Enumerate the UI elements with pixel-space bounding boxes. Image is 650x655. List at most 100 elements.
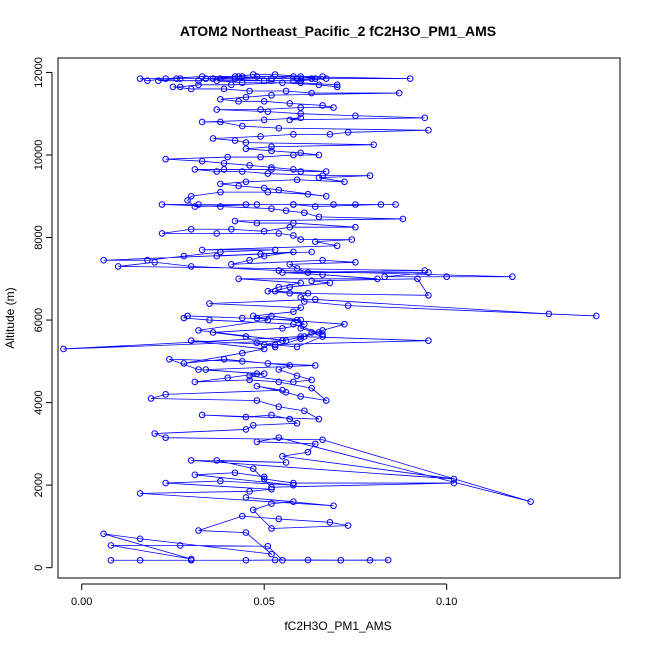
data-point [297, 279, 304, 287]
data-point [198, 411, 206, 419]
y-tick-label: 8000 [33, 225, 45, 249]
data-point [290, 77, 297, 84]
data-point [275, 267, 283, 274]
data-point [268, 143, 275, 151]
data-point [308, 376, 315, 384]
data-point [231, 75, 239, 82]
data-point [315, 415, 323, 423]
data-point [195, 201, 202, 208]
data-point [425, 269, 432, 276]
data-point [249, 506, 257, 514]
data-point [319, 331, 326, 338]
data-point [268, 166, 275, 173]
data-point [293, 343, 301, 351]
data-point [162, 479, 169, 487]
data-point [406, 75, 414, 82]
data-point [268, 91, 275, 99]
data-point [257, 153, 264, 161]
data-point [100, 530, 107, 538]
data-point [290, 308, 297, 316]
data-point [279, 386, 286, 394]
x-tick-label: 0.00 [71, 596, 92, 608]
data-point [275, 434, 283, 441]
data-point [268, 164, 275, 171]
data-point [228, 261, 235, 268]
y-tick-label: 12000 [33, 57, 45, 88]
data-point [290, 481, 297, 489]
data-point [246, 488, 253, 495]
data-point [187, 263, 195, 270]
data-point [293, 419, 301, 427]
data-point [264, 108, 272, 115]
data-point [176, 75, 184, 82]
data-point [231, 137, 239, 144]
data-point [297, 75, 304, 82]
data-point [198, 73, 206, 80]
data-point [217, 248, 224, 256]
data-point [198, 118, 206, 126]
data-point [187, 225, 195, 233]
data-point [293, 265, 301, 272]
data-point [304, 448, 312, 456]
data-point [319, 73, 326, 80]
data-point [271, 343, 279, 351]
data-point [260, 98, 268, 105]
data-point [374, 275, 381, 283]
data-point [297, 333, 304, 340]
data-point [293, 316, 301, 324]
data-point [238, 349, 246, 357]
x-tick-label: 0.10 [436, 596, 457, 608]
data-point [195, 77, 202, 84]
data-point [319, 327, 326, 334]
data-point [286, 116, 294, 124]
data-point [242, 93, 250, 101]
data-point [290, 166, 297, 173]
data-point [366, 556, 374, 564]
data-point [319, 172, 326, 179]
data-point [297, 393, 304, 400]
data-point [308, 75, 315, 82]
data-point [275, 124, 283, 132]
data-point [308, 248, 315, 256]
data-point [279, 556, 286, 564]
data-point [279, 452, 286, 460]
data-point [195, 366, 202, 373]
data-point [311, 362, 319, 369]
data-point [260, 252, 268, 260]
data-point [344, 522, 352, 529]
data-point [260, 370, 268, 378]
data-point [268, 483, 275, 491]
data-point [246, 372, 253, 380]
data-point [176, 542, 184, 549]
data-point [268, 525, 275, 532]
data-point [425, 126, 432, 134]
data-point [297, 77, 304, 84]
data-point [213, 77, 221, 84]
data-point [304, 556, 312, 564]
data-point [301, 298, 308, 305]
data-point [344, 128, 352, 136]
data-point [271, 556, 279, 564]
data-point [253, 438, 261, 446]
data-point [176, 83, 184, 91]
data-point [228, 81, 235, 89]
data-point [377, 201, 385, 208]
data-point [301, 407, 308, 415]
data-point [421, 114, 429, 122]
data-point [260, 184, 268, 192]
data-point [187, 555, 195, 563]
data-point [301, 333, 308, 340]
data-point [260, 475, 268, 483]
data-point [268, 411, 275, 419]
data-point [238, 512, 246, 520]
data-point [253, 219, 261, 227]
data-point [352, 258, 359, 266]
data-point [290, 248, 297, 256]
data-point [147, 395, 155, 402]
data-point [235, 98, 242, 105]
data-point [297, 73, 304, 80]
data-point [319, 333, 326, 340]
data-point [166, 355, 173, 363]
data-point [213, 457, 221, 464]
data-point [286, 223, 294, 231]
